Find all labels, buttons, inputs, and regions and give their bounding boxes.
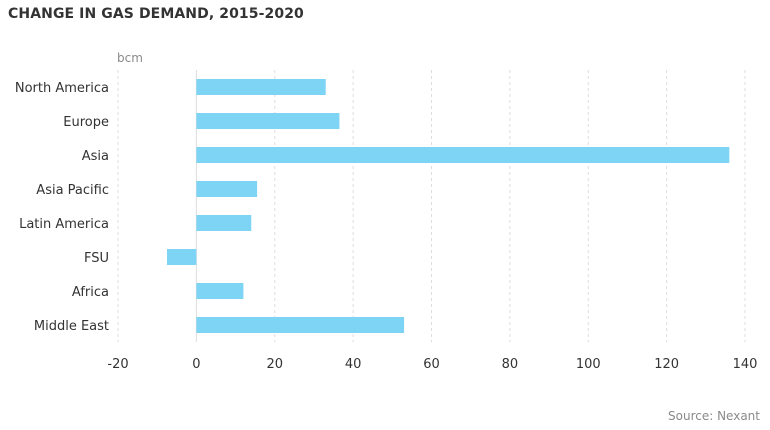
bar [196, 181, 258, 197]
category-label: Europe [63, 115, 109, 130]
category-label: Middle East [34, 319, 109, 334]
category-labels: North America Europe Asia Asia Pacific Latin… [15, 81, 109, 334]
x-tick-label: 60 [423, 357, 440, 372]
x-tick-label: 100 [576, 357, 601, 372]
bar [166, 249, 197, 265]
category-label: Asia Pacific [36, 183, 109, 198]
x-tick-label: 80 [502, 357, 519, 372]
x-tick-label: 120 [654, 357, 679, 372]
chart-title: CHANGE IN GAS DEMAND, 2015-2020 [8, 6, 304, 22]
bar [196, 147, 730, 163]
unit-label: bcm [117, 51, 143, 65]
grid-lines [117, 70, 746, 342]
x-tick-label: 20 [266, 357, 283, 372]
bar [196, 215, 252, 231]
category-label: Asia [82, 149, 109, 164]
category-label: FSU [84, 251, 109, 266]
x-axis-ticks: -20 0 20 40 60 80 100 120 140 [107, 357, 757, 372]
bar [196, 317, 405, 333]
category-label: North America [15, 81, 109, 96]
category-label: Africa [72, 285, 109, 300]
source-note: Source: Nexant [668, 409, 760, 423]
bar [196, 79, 326, 95]
category-label: Latin America [19, 217, 109, 232]
x-tick-label: -20 [107, 357, 128, 372]
bar [196, 283, 244, 299]
bars [166, 79, 730, 333]
x-tick-label: 0 [192, 357, 200, 372]
x-tick-label: 40 [345, 357, 362, 372]
bar [196, 113, 340, 129]
x-tick-label: 140 [733, 357, 758, 372]
